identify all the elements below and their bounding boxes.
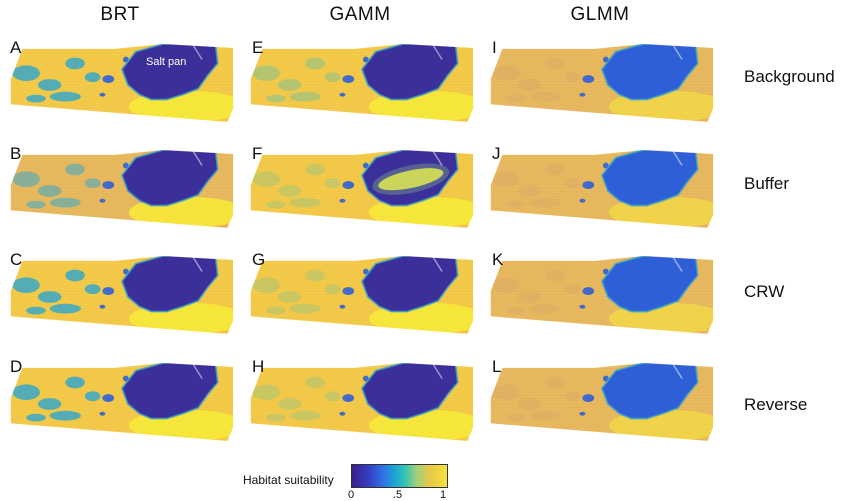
column-header-brt: BRT (100, 4, 140, 25)
map-panel-e: E (244, 38, 476, 124)
legend-title: Habitat suitability (243, 473, 334, 487)
map-panel-j: J (484, 144, 716, 230)
row-label-reverse: Reverse (744, 395, 808, 414)
panel-letter-c: C (10, 250, 23, 269)
row-label-buffer: Buffer (744, 174, 790, 193)
panel-letter-b: B (10, 144, 22, 163)
column-header-glmm: GLMM (570, 4, 630, 25)
row-label-crw: CRW (744, 282, 785, 301)
panel-letter-h: H (252, 357, 265, 376)
panel-letter-l: L (492, 357, 502, 376)
row-label-background: Background (744, 67, 835, 86)
map-panel-g: G (244, 250, 476, 336)
map-panel-h: H (244, 357, 476, 443)
panel-letter-i: I (492, 38, 497, 57)
legend-color-bar (351, 464, 448, 488)
panel-letter-d: D (10, 357, 23, 376)
map-panel-c: C (4, 250, 236, 336)
column-header-gamm: GAMM (329, 4, 391, 25)
panel-letter-a: A (10, 38, 22, 57)
panel-letter-e: E (252, 38, 264, 57)
legend-tick-mid: .5 (393, 489, 403, 501)
map-panel-f: F (244, 144, 476, 230)
map-panel-d: D (4, 357, 236, 443)
legend-tick-1: 1 (440, 489, 447, 501)
map-panel-i: I (484, 38, 716, 124)
panel-letter-f: F (252, 144, 263, 163)
salt-pan-annotation: Salt pan (146, 56, 187, 68)
map-panel-k: K (484, 250, 716, 336)
legend: Habitat suitability 0 .5 1 (0, 458, 850, 501)
panel-letter-k: K (492, 250, 504, 269)
map-panel-l: L (484, 357, 716, 443)
legend-tick-0: 0 (348, 489, 355, 501)
map-panel-b: B (4, 144, 236, 230)
panel-letter-j: J (492, 144, 501, 163)
map-panel-a: A Salt pan (4, 38, 236, 124)
panel-letter-g: G (252, 250, 266, 269)
